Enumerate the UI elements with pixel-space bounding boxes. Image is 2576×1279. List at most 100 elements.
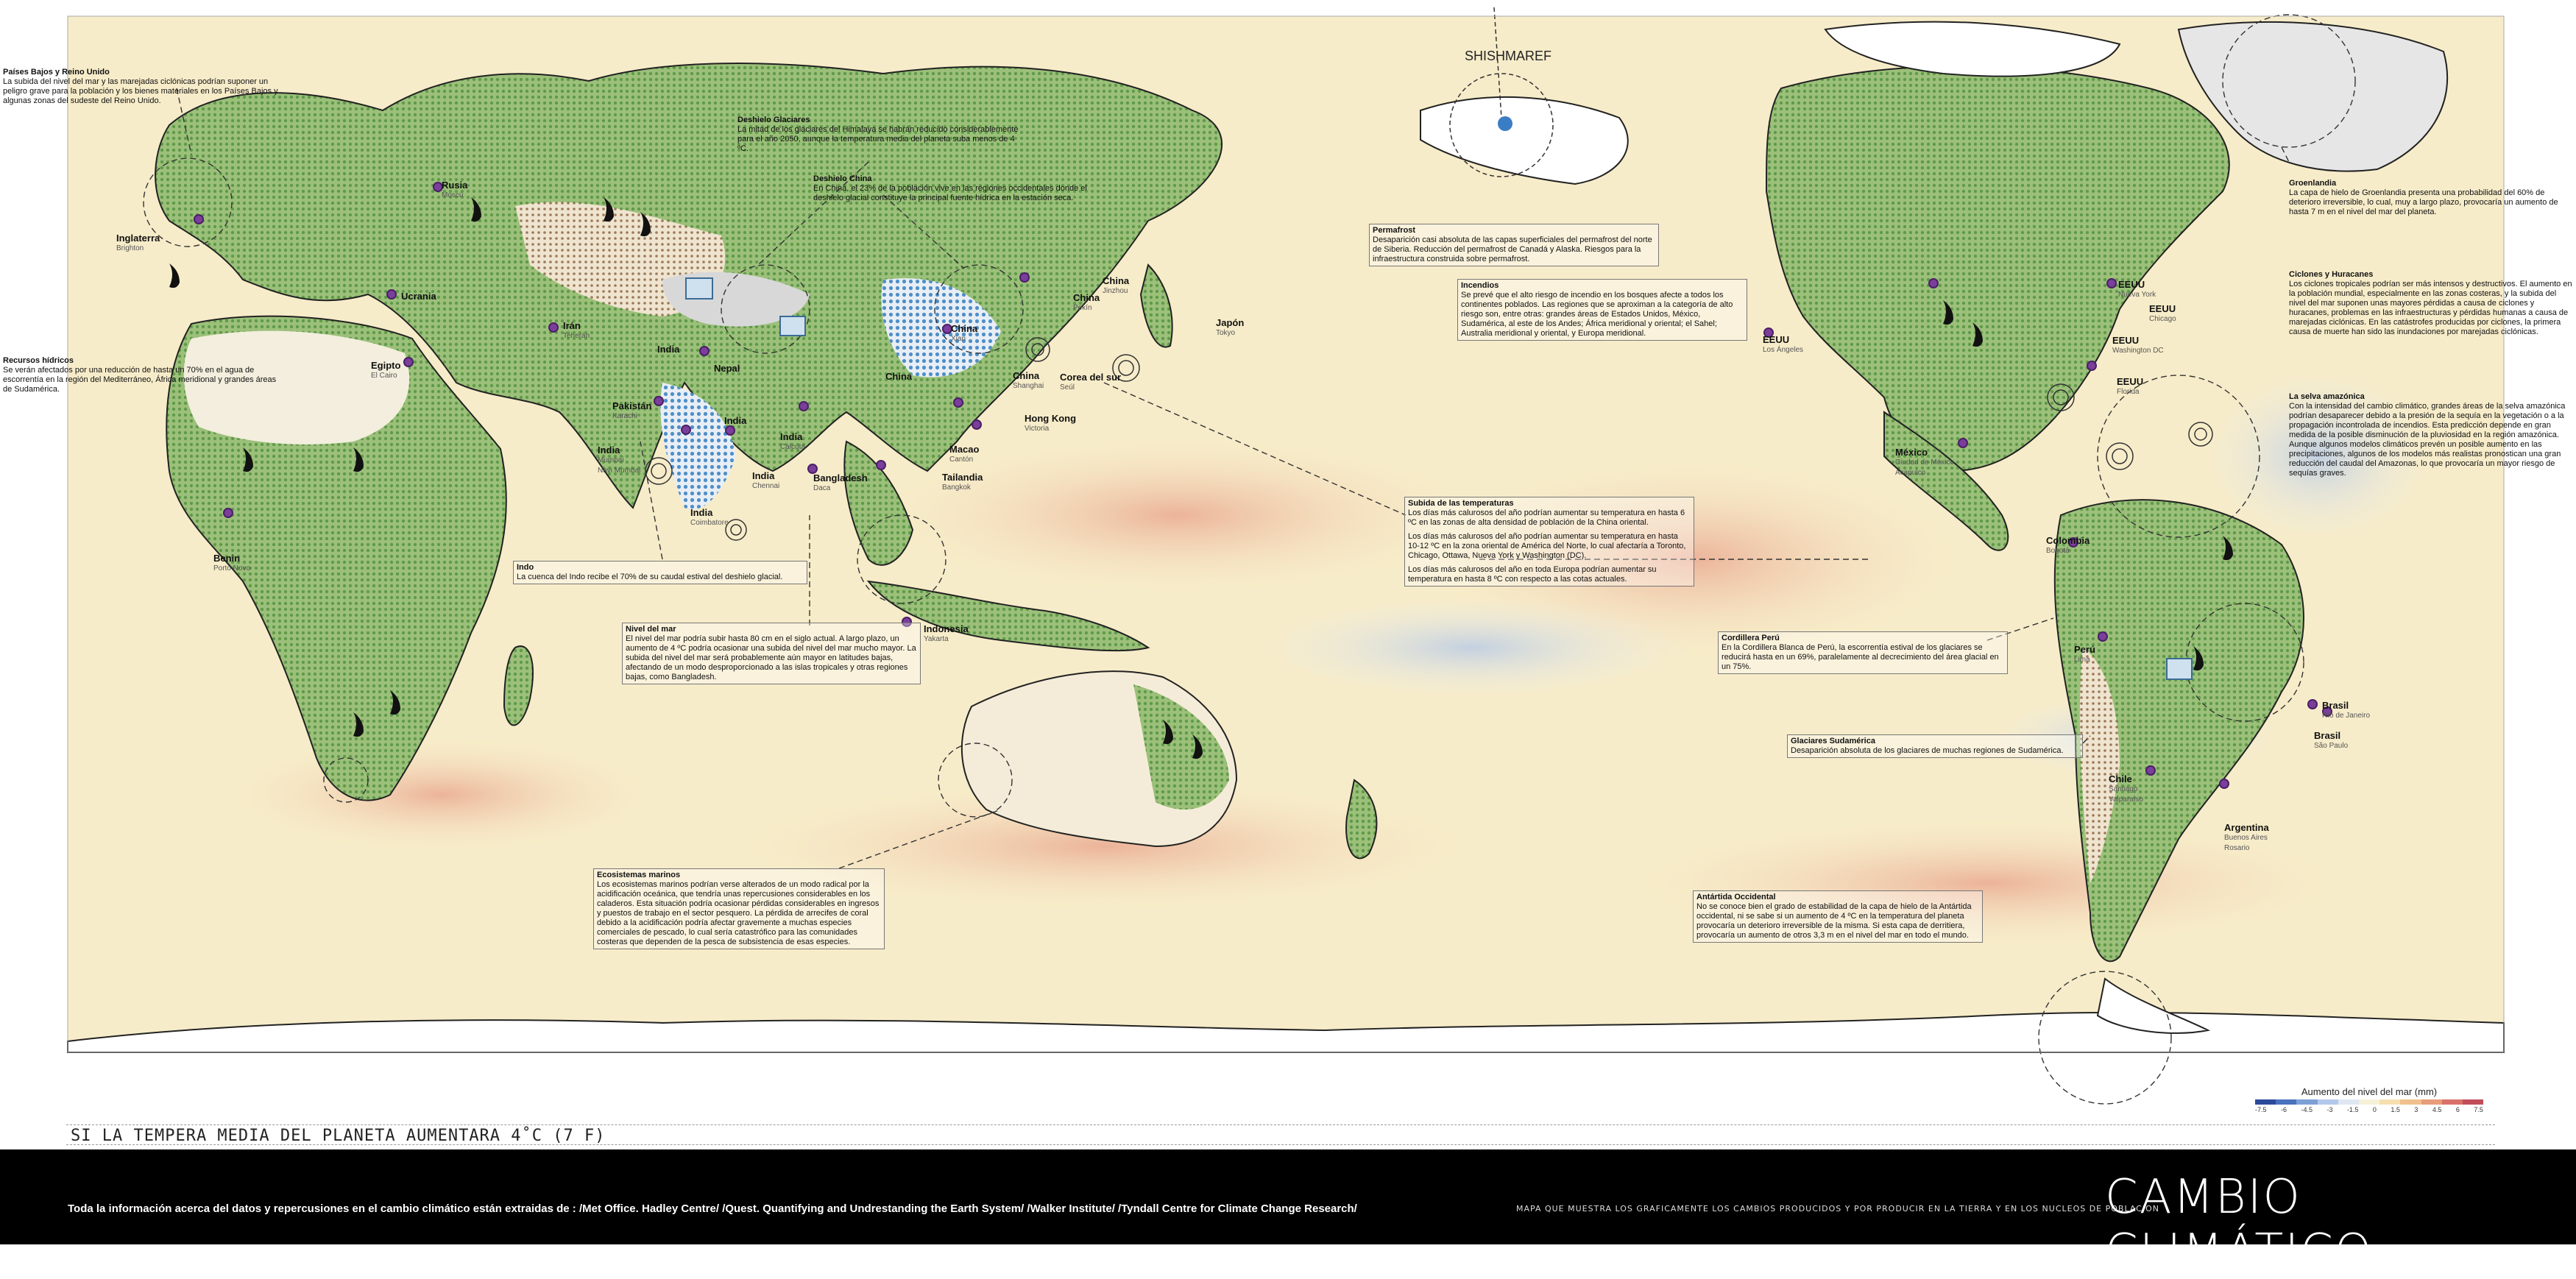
legend-swatch xyxy=(2358,1099,2380,1105)
australia-east xyxy=(1133,684,1229,809)
shishmaref-label: SHISHMAREF xyxy=(1465,49,1551,63)
cyclone-icon xyxy=(2188,422,2213,447)
note-incendios: Incendios Se prevé que el alto riesgo de… xyxy=(1457,279,1747,341)
city-dot xyxy=(194,214,204,224)
city-label-india-coim: India Coimbatore xyxy=(690,507,729,528)
fire-icon xyxy=(353,447,364,472)
cyclone-icon xyxy=(645,457,673,485)
city-label-ucrania: Ucrania xyxy=(401,291,436,302)
city-label-mexico: México Ciudad de México Acapulco xyxy=(1895,447,1955,478)
city-label-hongkong: Hong Kong Victoria xyxy=(1025,413,1077,433)
city-label-brasil-sp: Brasil São Paulo xyxy=(2314,730,2349,751)
city-dot xyxy=(2087,361,2097,371)
city-label-colombia: Colombia Bogotá xyxy=(2046,535,2090,556)
city-dot xyxy=(725,425,735,436)
footer-sources: Toda la información acerca del datos y r… xyxy=(68,1202,1357,1215)
greenland xyxy=(2177,21,2449,172)
city-dot xyxy=(386,289,397,300)
cyclone-icons xyxy=(645,337,2213,541)
city-dot xyxy=(433,182,443,192)
city-label-india-mumbai: India Mumbai Navi Mumbai xyxy=(598,444,641,475)
city-label-india-calcuta: India Calcuta xyxy=(780,431,805,452)
city-label-india2: India xyxy=(724,415,747,426)
city-dot xyxy=(2322,706,2332,717)
city-dot xyxy=(942,324,952,334)
city-label-china-c: China xyxy=(885,371,913,382)
fire-icon xyxy=(640,212,651,237)
city-label-eeuu-fl: EEUU Florida xyxy=(2117,376,2144,397)
city-label-pakistan: Pakistán Karachi xyxy=(612,400,652,421)
city-label-benin: Benin Porto Novo xyxy=(213,553,251,573)
sea-level-cool-patch xyxy=(1251,596,1693,699)
city-dot xyxy=(2068,537,2078,548)
note-permafrost: Permafrost Desaparición casi absoluta de… xyxy=(1369,224,1659,266)
shishmaref-dot xyxy=(1498,116,1512,131)
footer-title: CAMBIO CLIMÁTICO xyxy=(2105,1170,2374,1279)
city-label-rusia: Rusia Moscú xyxy=(442,180,468,200)
cyclone-icon xyxy=(1112,354,1140,382)
city-dot xyxy=(799,401,809,411)
note-ciclones: Ciclones y Huracanes Los ciclones tropic… xyxy=(2289,270,2572,336)
fire-icons xyxy=(169,197,2233,759)
fire-icon xyxy=(1192,734,1203,759)
legend-tick: 7.5 xyxy=(2474,1106,2483,1113)
north-america xyxy=(1765,65,2230,472)
legend-tick: -3 xyxy=(2326,1106,2333,1113)
note-cordillera-peru: Cordillera Perú En la Cordillera Blanca … xyxy=(1718,631,2008,674)
legend-tick: 4.5 xyxy=(2432,1106,2442,1113)
glacier-icon xyxy=(685,277,713,300)
city-label-inglaterra: Inglaterra Brighton xyxy=(116,233,160,253)
legend-tick: 1.5 xyxy=(2391,1106,2400,1113)
city-dot xyxy=(953,397,963,408)
city-dot xyxy=(902,617,912,627)
cyclone-icon xyxy=(2047,383,2075,411)
note-deshielo-glaciares: Deshielo Glaciares La mitad de los glaci… xyxy=(737,116,1019,153)
map-frame xyxy=(67,15,2505,1053)
glacier-icons xyxy=(685,277,2193,680)
legend-tick: -7.5 xyxy=(2255,1106,2267,1113)
legend-tick: -4.5 xyxy=(2301,1106,2313,1113)
note-glaciares-sudamerica: Glaciares Sudamérica Desaparición absolu… xyxy=(1787,734,2083,758)
glacier-icon xyxy=(2166,658,2193,680)
city-label-japon: Japón Tokyo xyxy=(1216,317,1245,338)
world-map: SHISHMAREF xyxy=(67,7,2505,1105)
city-label-macao: Macao Cantón xyxy=(949,444,980,464)
note-indo: Indo La cuenca del Indo recibe el 70% de… xyxy=(513,561,807,584)
city-dot xyxy=(403,357,414,367)
new-zealand xyxy=(1345,779,1378,860)
fire-icon xyxy=(243,447,253,472)
sea-level-warm-patch xyxy=(221,736,662,854)
city-dot xyxy=(699,346,710,356)
note-deshielo-china: Deshielo China En China, el 23% de la po… xyxy=(813,174,1087,202)
city-label-indonesia: Indonesia Yakarta xyxy=(924,623,969,644)
note-recursos-hidricos: Recursos hídricos Se verán afectados por… xyxy=(3,356,277,394)
city-label-iran: Irán Teherán xyxy=(563,320,590,341)
city-label-eeuu-la: EEUU Los Ángeles xyxy=(1763,334,1804,355)
cyclone-icon xyxy=(725,519,747,541)
shishmaref-circle xyxy=(1449,73,1554,177)
legend-ticks: -7.5 -6 -4.5 -3 -1.5 0 1.5 3 4.5 6 7.5 xyxy=(2255,1106,2483,1113)
city-label-peru: Perú Lima xyxy=(2074,644,2095,665)
city-label-china-pekin: China Pekín xyxy=(1073,292,1100,313)
city-dot xyxy=(2106,278,2117,288)
legend-swatch xyxy=(2441,1099,2463,1105)
legend-title: Aumento del nivel del mar (mm) xyxy=(2301,1086,2438,1097)
note-antartida: Antártida Occidental No se conoce bien e… xyxy=(1693,890,1983,943)
legend-swatch xyxy=(2400,1099,2421,1105)
fire-icon xyxy=(390,690,400,715)
legend-tick: 6 xyxy=(2455,1106,2460,1113)
city-label-argentina: Argentina Buenos Aires Rosario xyxy=(2224,822,2269,853)
city-label-eeuu-chi: EEUU Chicago xyxy=(2149,303,2176,324)
sea-level-warm-patch xyxy=(721,780,1487,913)
legend-swatch xyxy=(2317,1099,2338,1105)
city-dot xyxy=(876,460,886,470)
city-label-india1: India xyxy=(657,344,680,355)
shishmaref-line xyxy=(1493,7,1502,118)
central-america xyxy=(1883,411,2009,551)
cyclone-icon xyxy=(1025,337,1050,362)
fire-icon xyxy=(604,197,614,222)
legend-tick: -1.5 xyxy=(2346,1106,2359,1113)
city-label-corea: Corea del sur Seúl xyxy=(1060,372,1122,392)
city-label-tailandia: Tailandia Bangkok xyxy=(942,472,983,492)
city-label-brasil-rio: Brasil Río de Janeiro xyxy=(2322,700,2371,720)
